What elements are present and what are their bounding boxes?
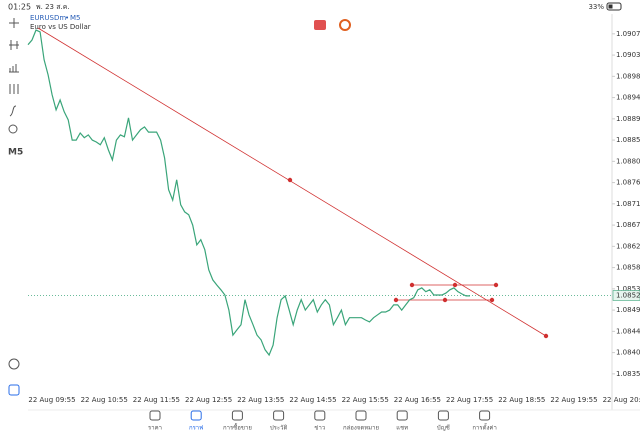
y-tick-label: 1.08400 bbox=[616, 349, 640, 357]
status-date: พ. 23 ส.ค. bbox=[36, 3, 70, 11]
y-tick-label: 1.08355 bbox=[616, 370, 640, 378]
y-tick-label: 1.08535 bbox=[616, 285, 640, 293]
x-tick-label: 22 Aug 20:55 bbox=[603, 396, 640, 404]
y-tick-label: 1.08715 bbox=[616, 200, 640, 208]
y-tick-label: 1.08760 bbox=[616, 179, 640, 187]
nav-icon bbox=[396, 410, 408, 421]
nav-item[interactable]: ราคา bbox=[148, 410, 162, 432]
nav-item[interactable]: ประวัติ bbox=[270, 410, 288, 432]
nav-icon bbox=[273, 410, 285, 421]
battery-icon bbox=[606, 2, 622, 11]
x-tick-label: 22 Aug 09:55 bbox=[28, 396, 75, 404]
symbol-timeframe: M5 bbox=[70, 14, 81, 22]
left-toolbar bbox=[8, 18, 20, 396]
y-tick-label: 1.08670 bbox=[616, 221, 640, 229]
object-tool[interactable] bbox=[8, 124, 18, 134]
anchor-point bbox=[489, 297, 495, 303]
nav-item[interactable]: การตั้งค่า bbox=[472, 410, 497, 432]
separator: • bbox=[65, 14, 69, 22]
x-tick-label: 22 Aug 18:55 bbox=[498, 396, 545, 404]
nav-label: การตั้งค่า bbox=[472, 422, 496, 432]
symbol-description: Euro vs US Dollar bbox=[30, 23, 91, 31]
nav-item[interactable]: การซื้อขาย bbox=[223, 410, 252, 432]
y-tick-label: 1.08985 bbox=[616, 72, 640, 80]
anchor-point bbox=[442, 297, 448, 303]
y-tick-label: 1.09075 bbox=[616, 30, 640, 38]
chart-type-tool[interactable] bbox=[9, 40, 19, 50]
trade-tool[interactable] bbox=[8, 384, 20, 396]
function-tool[interactable] bbox=[9, 105, 17, 117]
x-tick-label: 22 Aug 19:55 bbox=[550, 396, 597, 404]
nav-label: การซื้อขาย bbox=[223, 422, 252, 432]
speed-tool[interactable] bbox=[8, 358, 20, 370]
x-tick-label: 22 Aug 15:55 bbox=[342, 396, 389, 404]
y-tick-label: 1.08625 bbox=[616, 242, 640, 250]
nav-label: บัญชี bbox=[437, 424, 450, 432]
nav-item[interactable]: กล่องจดหมาย bbox=[343, 410, 379, 432]
anchor-point bbox=[287, 177, 293, 183]
x-tick-label: 22 Aug 12:55 bbox=[185, 396, 232, 404]
y-tick-label: 1.08445 bbox=[616, 327, 640, 335]
flag-icon[interactable] bbox=[314, 20, 326, 30]
x-tick-label: 22 Aug 16:55 bbox=[394, 396, 441, 404]
battery-fill bbox=[608, 4, 613, 9]
nav-icon bbox=[437, 410, 449, 421]
toolbar-timeframe[interactable]: M5 bbox=[8, 148, 23, 158]
nav-item[interactable]: แชท bbox=[396, 410, 408, 432]
nav-icon bbox=[355, 410, 367, 421]
battery-level: 33% bbox=[588, 3, 604, 11]
y-tick-label: 1.08940 bbox=[616, 94, 640, 102]
oneclick-icon[interactable] bbox=[339, 19, 351, 31]
nav-label: กราฟ bbox=[189, 425, 203, 432]
x-tick-label: 22 Aug 11:55 bbox=[133, 396, 180, 404]
current-price-box bbox=[612, 290, 640, 301]
y-tick-label: 1.08490 bbox=[616, 306, 640, 314]
y-tick-label: 1.09030 bbox=[616, 51, 640, 59]
crosshair-tool[interactable] bbox=[9, 18, 19, 28]
nav-icon bbox=[149, 410, 161, 421]
anchor-point bbox=[393, 297, 399, 303]
symbol-name: EURUSDm bbox=[30, 14, 66, 22]
price-line bbox=[27, 29, 470, 357]
anchor-point bbox=[543, 333, 549, 339]
nav-icon bbox=[314, 410, 326, 421]
x-tick-label: 22 Aug 14:55 bbox=[289, 396, 336, 404]
nav-label: ข่าว bbox=[314, 425, 325, 432]
x-tick-label: 22 Aug 10:55 bbox=[81, 396, 128, 404]
nav-icon bbox=[190, 410, 202, 421]
nav-item[interactable]: กราฟ bbox=[189, 410, 203, 432]
y-tick-label: 1.08895 bbox=[616, 115, 640, 123]
nav-label: แชท bbox=[396, 425, 408, 432]
drawn-objects bbox=[37, 27, 549, 339]
current-price-label: 1.08521 bbox=[616, 291, 640, 299]
status-time: 01:25 bbox=[8, 3, 31, 12]
y-tick-label: 1.08805 bbox=[616, 157, 640, 165]
anchor-point bbox=[409, 282, 415, 288]
settings-tool[interactable] bbox=[9, 84, 19, 94]
x-tick-label: 22 Aug 17:55 bbox=[446, 396, 493, 404]
trend-line bbox=[37, 27, 547, 337]
nav-icon bbox=[479, 410, 491, 421]
nav-label: ประวัติ bbox=[270, 425, 288, 432]
x-tick-label: 22 Aug 13:55 bbox=[237, 396, 284, 404]
nav-icon bbox=[231, 410, 243, 421]
y-tick-label: 1.08850 bbox=[616, 136, 640, 144]
nav-item[interactable]: ข่าว bbox=[314, 410, 326, 432]
indicator-tool[interactable] bbox=[9, 64, 19, 73]
nav-label: ราคา bbox=[148, 425, 162, 432]
y-tick-label: 1.08580 bbox=[616, 264, 640, 272]
nav-item[interactable]: บัญชี bbox=[437, 410, 450, 432]
nav-label: กล่องจดหมาย bbox=[343, 425, 379, 432]
anchor-point bbox=[452, 282, 458, 288]
anchor-point bbox=[493, 282, 499, 288]
